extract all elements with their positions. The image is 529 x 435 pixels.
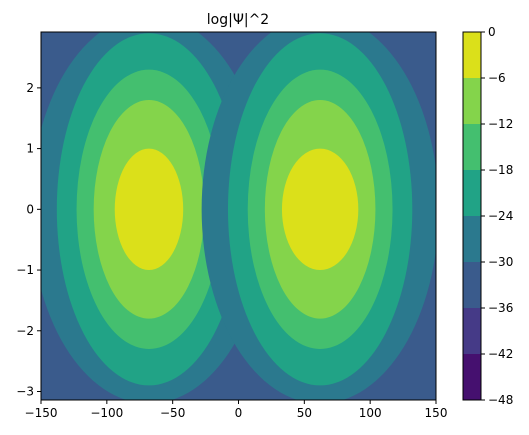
y-tick-label: 0	[26, 202, 34, 216]
plot-area	[40, 31, 437, 401]
contour-fills	[41, 32, 436, 400]
x-tick-label: 0	[235, 406, 243, 420]
colorbar-tick-label: −12	[488, 117, 513, 131]
y-axis: −3 −2 −1 0 1 2	[16, 81, 41, 398]
colorbar-tick-label: −48	[488, 393, 513, 407]
chart-title: log|Ψ|^2	[207, 12, 269, 28]
colorbar-segment	[463, 170, 481, 216]
x-tick-label: 50	[297, 406, 312, 420]
colorbar-segment	[463, 354, 481, 400]
colorbar-tick-label: 0	[488, 25, 496, 39]
colorbar-tick-label: −18	[488, 163, 513, 177]
y-tick-label: −3	[16, 384, 34, 398]
colorbar-tick-label: −36	[488, 301, 513, 315]
x-tick-label: 100	[359, 406, 382, 420]
colorbar-tick-label: −24	[488, 209, 513, 223]
x-axis: −150 −100 −50 0 50 100 150	[25, 400, 448, 420]
y-tick-label: 1	[26, 142, 34, 156]
contour-level-1-4	[114, 148, 184, 271]
colorbar-segment	[463, 262, 481, 308]
colorbar-tick-label: −30	[488, 255, 513, 269]
colorbar-tick-label: −6	[488, 71, 506, 85]
contour-level-2-4	[281, 148, 359, 271]
colorbar-segment	[463, 308, 481, 354]
y-tick-label: 2	[26, 81, 34, 95]
x-tick-label: −100	[90, 406, 123, 420]
x-tick-label: −50	[160, 406, 185, 420]
colorbar-segment	[463, 32, 481, 78]
colorbar-tick-label: −42	[488, 347, 513, 361]
y-tick-label: −1	[16, 263, 34, 277]
x-tick-label: −150	[25, 406, 58, 420]
colorbar-segment	[463, 124, 481, 170]
y-tick-label: −2	[16, 324, 34, 338]
colorbar-segment	[463, 78, 481, 124]
x-tick-label: 150	[425, 406, 448, 420]
colorbar-segment	[463, 216, 481, 262]
colorbar: −48 −42 −36 −30 −24 −18 −12 −6 0	[462, 25, 513, 407]
